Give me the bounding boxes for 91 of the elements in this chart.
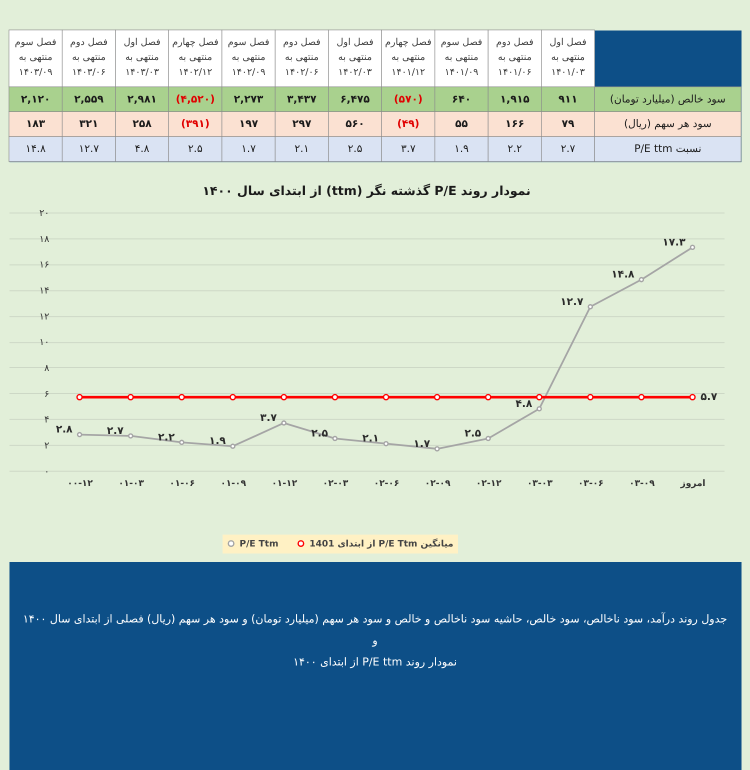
data-label: ۲.۲ [507, 143, 522, 156]
y-tick-label: ۱۲ [39, 311, 50, 322]
x-tick-label: ۰۲-۰۹ [424, 479, 451, 490]
data-label: ۲,۵۵۹ [74, 93, 104, 106]
y-tick-label: نسبت P/E ttm [634, 143, 702, 156]
y-tick-label: ۸ [44, 362, 50, 374]
x-tick-label: ۰۳-۰۶ [578, 479, 604, 490]
x-tick-label: فصل سوم منتهی به ۱۴۰۲/۰۹ [228, 36, 270, 78]
data-label: ۲.۸ [56, 424, 74, 436]
x-tick-label: فصل چهارم منتهی به ۱۴۰۱/۱۲ [385, 36, 432, 78]
x-tick-label: ۰۳-۰۳ [526, 479, 554, 490]
data-label: ۲.۵ [311, 427, 329, 440]
data-label: ۷۹ [562, 118, 575, 130]
y-tick-label: ۴ [44, 414, 50, 426]
y-tick-label: ۱۴ [39, 285, 50, 296]
data-label: ۵۶۰ [345, 118, 365, 130]
data-label: ۱.۹ [454, 143, 470, 156]
x-tick-label: ۰۲-۰۳ [322, 479, 349, 490]
x-tick-label: فصل دوم منتهی به ۱۴۰۳/۰۶ [70, 36, 108, 78]
text: و [371, 634, 378, 647]
x-tick-label: فصل دوم منتهی به ۱۴۰۱/۰۶ [496, 36, 534, 78]
data-label: ۱۷.۳ [662, 236, 686, 248]
x-tick-label: فصل چهارم منتهی به ۱۴۰۲/۱۲ [172, 36, 219, 78]
x-tick-label: ۰۱-۱۲ [272, 479, 298, 490]
data-label: ۱۶۶ [505, 118, 524, 130]
y-tick-label: ۱۶ [39, 260, 50, 271]
data-label: ۱.۷ [413, 438, 431, 450]
data-label: ۴.۸ [134, 143, 150, 156]
y-tick-label: ۱۸ [39, 234, 50, 245]
data-label: ۳.۷ [400, 143, 416, 156]
y-tick-label: ۲۰ [39, 208, 50, 219]
data-label: ۲.۷ [106, 424, 124, 437]
x-tick-label: فصل سوم منتهی به ۱۴۰۱/۰۹ [440, 36, 482, 78]
y-tick-label: ۲ [44, 440, 50, 452]
legend-label: میانگین P/E Ttm از ابتدای 1401 [309, 538, 454, 550]
data-label: ۱۴.۸ [25, 143, 46, 156]
y-tick-label: سود خالص (میلیارد تومان) [610, 93, 726, 106]
data-label: ۱.۹ [209, 435, 226, 448]
data-label: ۱۴.۸ [611, 268, 636, 281]
data-label: ۲,۱۲۰ [20, 93, 50, 106]
x-tick-label: ۰۱-۰۳ [118, 479, 144, 490]
data-label: ۲.۱ [294, 143, 310, 156]
data-label: ۱.۷ [241, 143, 256, 156]
data-label: ۳,۴۳۷ [287, 93, 318, 106]
data-label: ۲.۷ [560, 143, 576, 156]
legend-label: P/E Ttm [240, 540, 278, 550]
y-tick-label: ۶ [44, 388, 50, 400]
data-label: ۲,۲۷۳ [234, 93, 264, 106]
data-label: ۲.۵ [464, 427, 482, 440]
x-tick-label: ۰۱-۰۹ [220, 479, 247, 490]
data-label: ۴.۸ [516, 398, 533, 410]
y-tick-label: ۰ [44, 466, 50, 478]
x-tick-label: ۰۲-۱۲ [476, 479, 502, 490]
text: نمودار روند P/E ttm از ابتدای ۱۴۰۰ [293, 655, 457, 668]
data-label: ۲۹۷ [292, 118, 312, 130]
data-label: ۲۵۸ [132, 118, 152, 130]
data-label: ۲.۲ [158, 431, 176, 444]
data-label: (۳۹۱) [180, 118, 210, 130]
data-label: ۱۲.۷ [78, 143, 100, 156]
data-label: ۶,۴۷۵ [340, 93, 370, 106]
chart-title: نمودار روند P/E گذشته نگر (ttm) از ابتدای سال ۱۴۰۰ [202, 183, 531, 200]
data-label: ۱۹۷ [238, 118, 259, 130]
x-tick-label: امروز [680, 479, 706, 490]
y-tick-label: ۱۰ [39, 337, 50, 348]
data-label: ۱,۹۱۵ [500, 93, 530, 106]
data-label: ۳۲۱ [79, 118, 98, 130]
data-label: ۶۴۰ [452, 93, 472, 106]
x-tick-label: ۰۰-۱۲ [67, 479, 94, 490]
x-tick-label: ۰۱-۰۶ [169, 479, 196, 490]
data-label: ۲.۵ [348, 143, 363, 156]
y-tick-label: سود هر سهم (ریال) [624, 118, 712, 130]
data-label: (۴,۵۲۰) [176, 93, 215, 106]
x-tick-label: فصل اول منتهی به ۱۴۰۱/۰۳ [549, 36, 586, 78]
data-label: ۵.۷ [700, 391, 718, 404]
data-label: ۲.۱ [362, 432, 380, 445]
data-label: ۱۸۳ [26, 118, 46, 130]
data-label: ۹۱۱ [558, 93, 578, 106]
x-tick-label: فصل سوم منتهی به ۱۴۰۳/۰۹ [14, 36, 56, 78]
x-tick-label: فصل اول منتهی به ۱۴۰۲/۰۳ [336, 36, 374, 78]
data-label: ۵۵ [455, 118, 469, 130]
x-tick-label: فصل اول منتهی به ۱۴۰۳/۰۳ [124, 36, 161, 78]
data-label: ۲,۹۸۱ [127, 93, 157, 106]
data-label: (۴۹) [397, 118, 420, 130]
data-label: (۵۷۰) [394, 93, 423, 106]
data-label: ۱۲.۷ [560, 296, 584, 308]
data-label: ۳.۷ [260, 412, 278, 424]
x-tick-label: ۰۲-۰۶ [374, 479, 400, 490]
x-tick-label: فصل دوم منتهی به ۱۴۰۲/۰۶ [283, 36, 321, 78]
x-tick-label: ۰۳-۰۹ [629, 479, 656, 490]
text: جدول روند درآمد، سود ناخالص، سود خالص، حاشیه سود ناخالص و خالص و سود هر سهم (میلیارد تومان) و سود هر سهم (ریال) فصلی از ابتدای سال ۱۴۰۰ [22, 611, 728, 626]
data-label: ۲.۵ [188, 143, 203, 156]
